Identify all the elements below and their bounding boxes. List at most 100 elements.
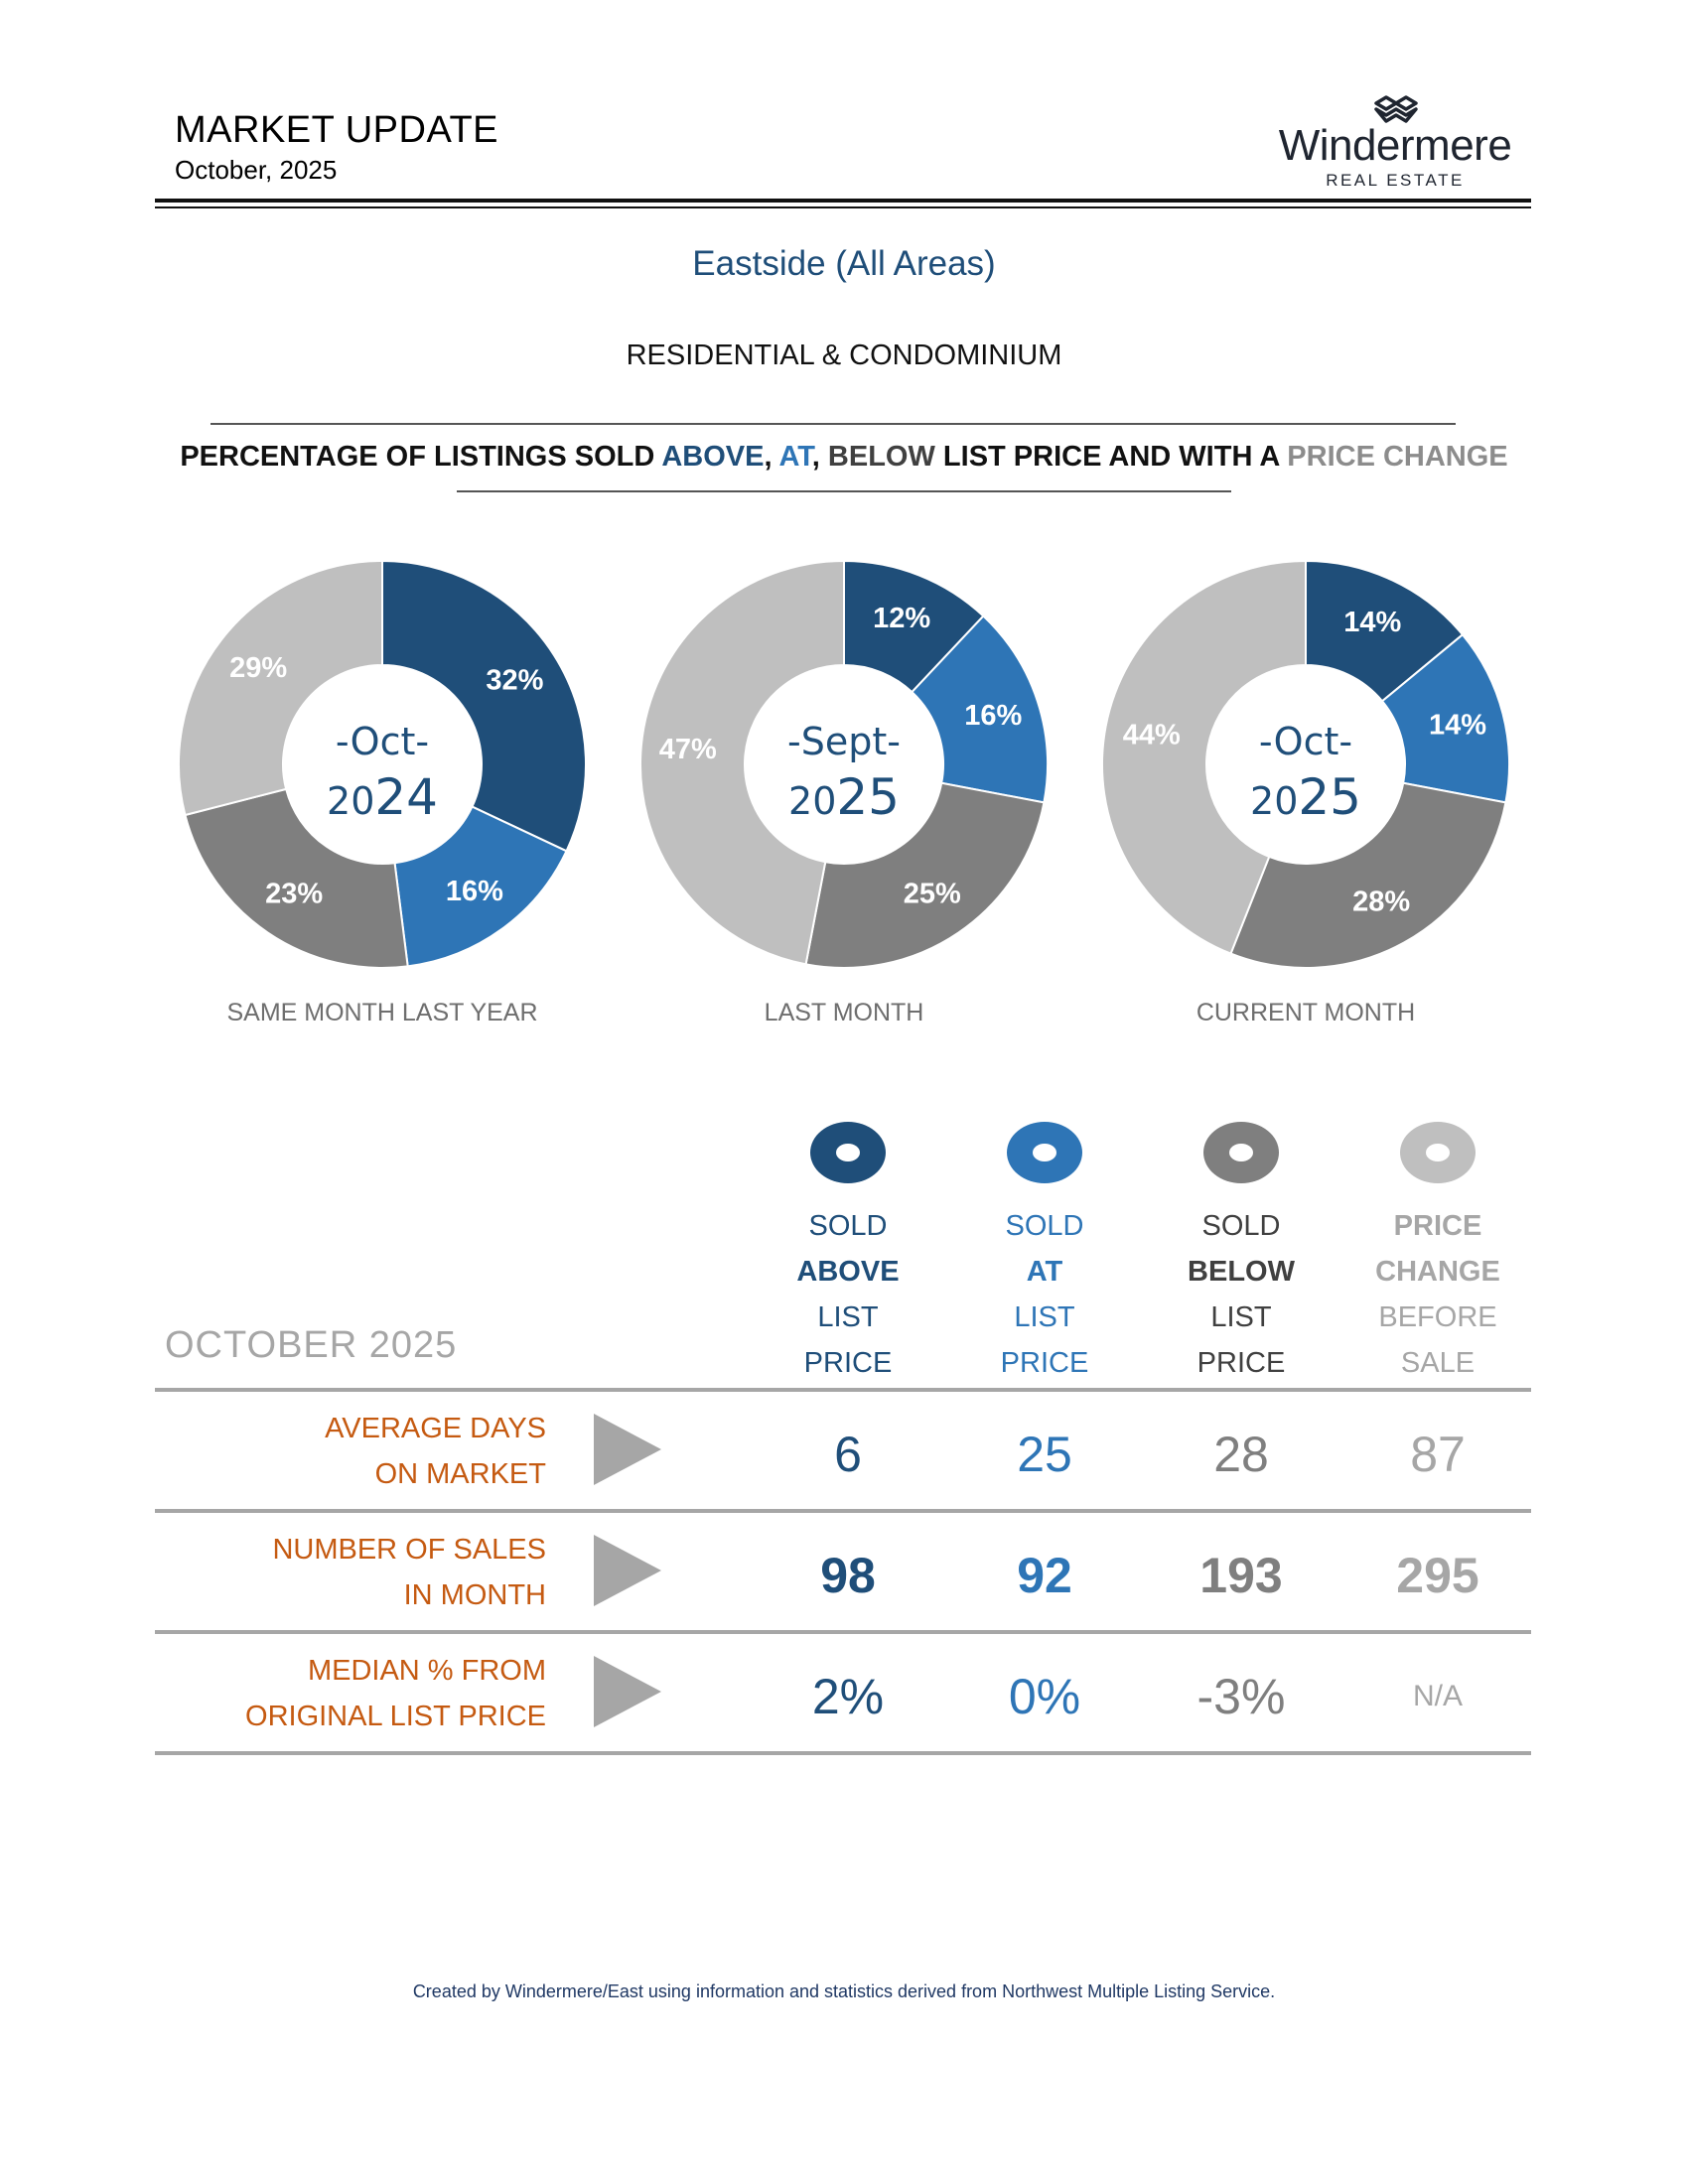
donut-slice-below [184, 787, 409, 969]
row-label-line: MEDIAN % FROM [307, 1655, 546, 1687]
column-head-above: SOLD ABOVE LIST PRICE [759, 1122, 937, 1386]
headline-above: ABOVE [661, 441, 765, 473]
slice-label-above: 14% [1343, 607, 1401, 638]
donut-center-year-prefix: 20 [1250, 779, 1298, 823]
row-arrow-icon [594, 1414, 661, 1485]
headline-prefix: PERCENTAGE OF LISTINGS SOLD [180, 441, 662, 473]
legend-dot-change-icon [1400, 1122, 1476, 1183]
legend-dot-above-icon [810, 1122, 886, 1183]
cell-median-above: 2% [811, 1669, 885, 1724]
row-label-line: ORIGINAL LIST PRICE [245, 1701, 546, 1732]
cell-median-at: 0% [1008, 1669, 1081, 1724]
cell-avg-days-above: 6 [834, 1427, 862, 1482]
column-head-line: AT [1026, 1256, 1063, 1288]
row-label-line: IN MONTH [403, 1579, 546, 1611]
cell-num-sales-above: 98 [820, 1548, 876, 1603]
column-head-line: PRICE [1196, 1347, 1286, 1379]
donut-slice-below [804, 781, 1046, 969]
column-head-line: LIST [1210, 1301, 1272, 1333]
donut-center-year: 2025 [788, 768, 900, 826]
windermere-logo-icon [1374, 95, 1418, 123]
column-head-line: ABOVE [796, 1256, 900, 1288]
property-type: RESIDENTIAL & CONDOMINIUM [626, 340, 1062, 371]
cell-median-below: -3% [1196, 1669, 1286, 1724]
slice-label-above: 12% [873, 603, 930, 634]
headline-at: AT [778, 441, 812, 473]
row-label-avg-days: AVERAGE DAYS ON MARKET [199, 1406, 546, 1497]
row-label-line: NUMBER OF SALES [272, 1534, 546, 1566]
column-head-line: LIST [817, 1301, 879, 1333]
slice-label-at: 16% [964, 700, 1022, 732]
headline-sep2: , [811, 441, 828, 473]
donut-chart-2: 12% 16% 25% 47% -Sept- 2025 LAST MONTH [639, 559, 1049, 1026]
footer-note: Created by Windermere/East using informa… [412, 1981, 1276, 2001]
headline-below: BELOW [827, 441, 935, 473]
column-head-line: SOLD [1201, 1210, 1281, 1242]
donut-slice-above [381, 559, 587, 853]
column-head-line: BELOW [1188, 1256, 1295, 1288]
slice-label-below: 28% [1352, 886, 1410, 917]
donut-chart-1: 32% 16% 23% 29% -Oct- 2024 SAME MONTH LAST YEA… [178, 559, 587, 1026]
headline-change: PRICE CHANGE [1287, 441, 1508, 473]
donut-slice-below [1229, 781, 1507, 969]
report-title: MARKET UPDATE [175, 109, 499, 151]
donut-slice-change [178, 559, 383, 817]
donut-slice-change [1101, 559, 1307, 955]
donut-slice-at [393, 805, 568, 968]
column-head-line: LIST [1014, 1301, 1075, 1333]
slice-label-change: 29% [229, 652, 287, 684]
slice-label-below: 25% [904, 879, 961, 910]
donut-slice-at [911, 614, 1049, 804]
donut-center-year-suffix: 25 [836, 768, 900, 826]
cell-avg-days-change: 87 [1410, 1427, 1466, 1482]
donut-chart-3: 14% 14% 28% 44% -Oct- 2025 CURRENT MONTH [1101, 559, 1510, 1026]
column-head-line: PRICE [1000, 1347, 1089, 1379]
cell-avg-days-at: 25 [1017, 1427, 1072, 1482]
cell-median-change: N/A [1412, 1680, 1463, 1712]
cell-num-sales-below: 193 [1199, 1548, 1283, 1603]
headline-middle: LIST PRICE AND WITH A [934, 441, 1288, 473]
slice-label-change: 47% [659, 734, 717, 765]
donut-center-month: -Sept- [787, 720, 901, 763]
column-head-at: SOLD AT LIST PRICE [955, 1122, 1134, 1386]
column-head-line: PRICE [803, 1347, 893, 1379]
donut-slice-at [1380, 632, 1510, 804]
donut-center-year-prefix: 20 [788, 779, 836, 823]
headline-rule-top [211, 423, 1456, 425]
column-head-line: SOLD [1005, 1210, 1084, 1242]
column-head-line: PRICE [1393, 1210, 1482, 1242]
row-label-line: ON MARKET [374, 1458, 546, 1490]
row-arrow-icon [594, 1535, 661, 1606]
slice-label-above: 32% [486, 664, 543, 696]
slice-label-change: 44% [1123, 719, 1181, 751]
row-arrow-icon [594, 1656, 661, 1727]
donut-center-year: 2025 [1250, 768, 1361, 826]
donut-center-year-suffix: 25 [1298, 768, 1361, 826]
cell-num-sales-at: 92 [1017, 1548, 1072, 1603]
donut-caption: SAME MONTH LAST YEAR [226, 999, 537, 1026]
column-head-below: SOLD BELOW LIST PRICE [1152, 1122, 1331, 1386]
windermere-logo: Windermere REAL ESTATE [1261, 95, 1529, 191]
row-label-median-pct: MEDIAN % FROM ORIGINAL LIST PRICE [199, 1648, 546, 1739]
column-head-line: SOLD [808, 1210, 888, 1242]
donut-center-year-suffix: 24 [374, 768, 438, 826]
column-head-line: CHANGE [1375, 1256, 1500, 1288]
header-rule-thin [155, 206, 1531, 208]
donut-center-month: -Oct- [1259, 720, 1352, 763]
slice-label-at: 14% [1429, 710, 1486, 742]
headline-sep1: , [764, 441, 779, 473]
slice-label-below: 23% [265, 879, 323, 910]
column-head-change: PRICE CHANGE BEFORE SALE [1348, 1122, 1527, 1386]
header-rule [155, 199, 1531, 203]
logo-wordmark: Windermere [1278, 121, 1512, 170]
table-rule [155, 1509, 1531, 1513]
donut-center-year-prefix: 20 [327, 779, 374, 823]
legend-dot-below-icon [1203, 1122, 1279, 1183]
donut-caption: CURRENT MONTH [1196, 999, 1415, 1026]
donut-caption: LAST MONTH [765, 999, 924, 1026]
table-rule [155, 1630, 1531, 1634]
donut-center-month: -Oct- [336, 720, 429, 763]
column-head-line: SALE [1400, 1347, 1476, 1379]
donut-slice-change [639, 559, 845, 966]
